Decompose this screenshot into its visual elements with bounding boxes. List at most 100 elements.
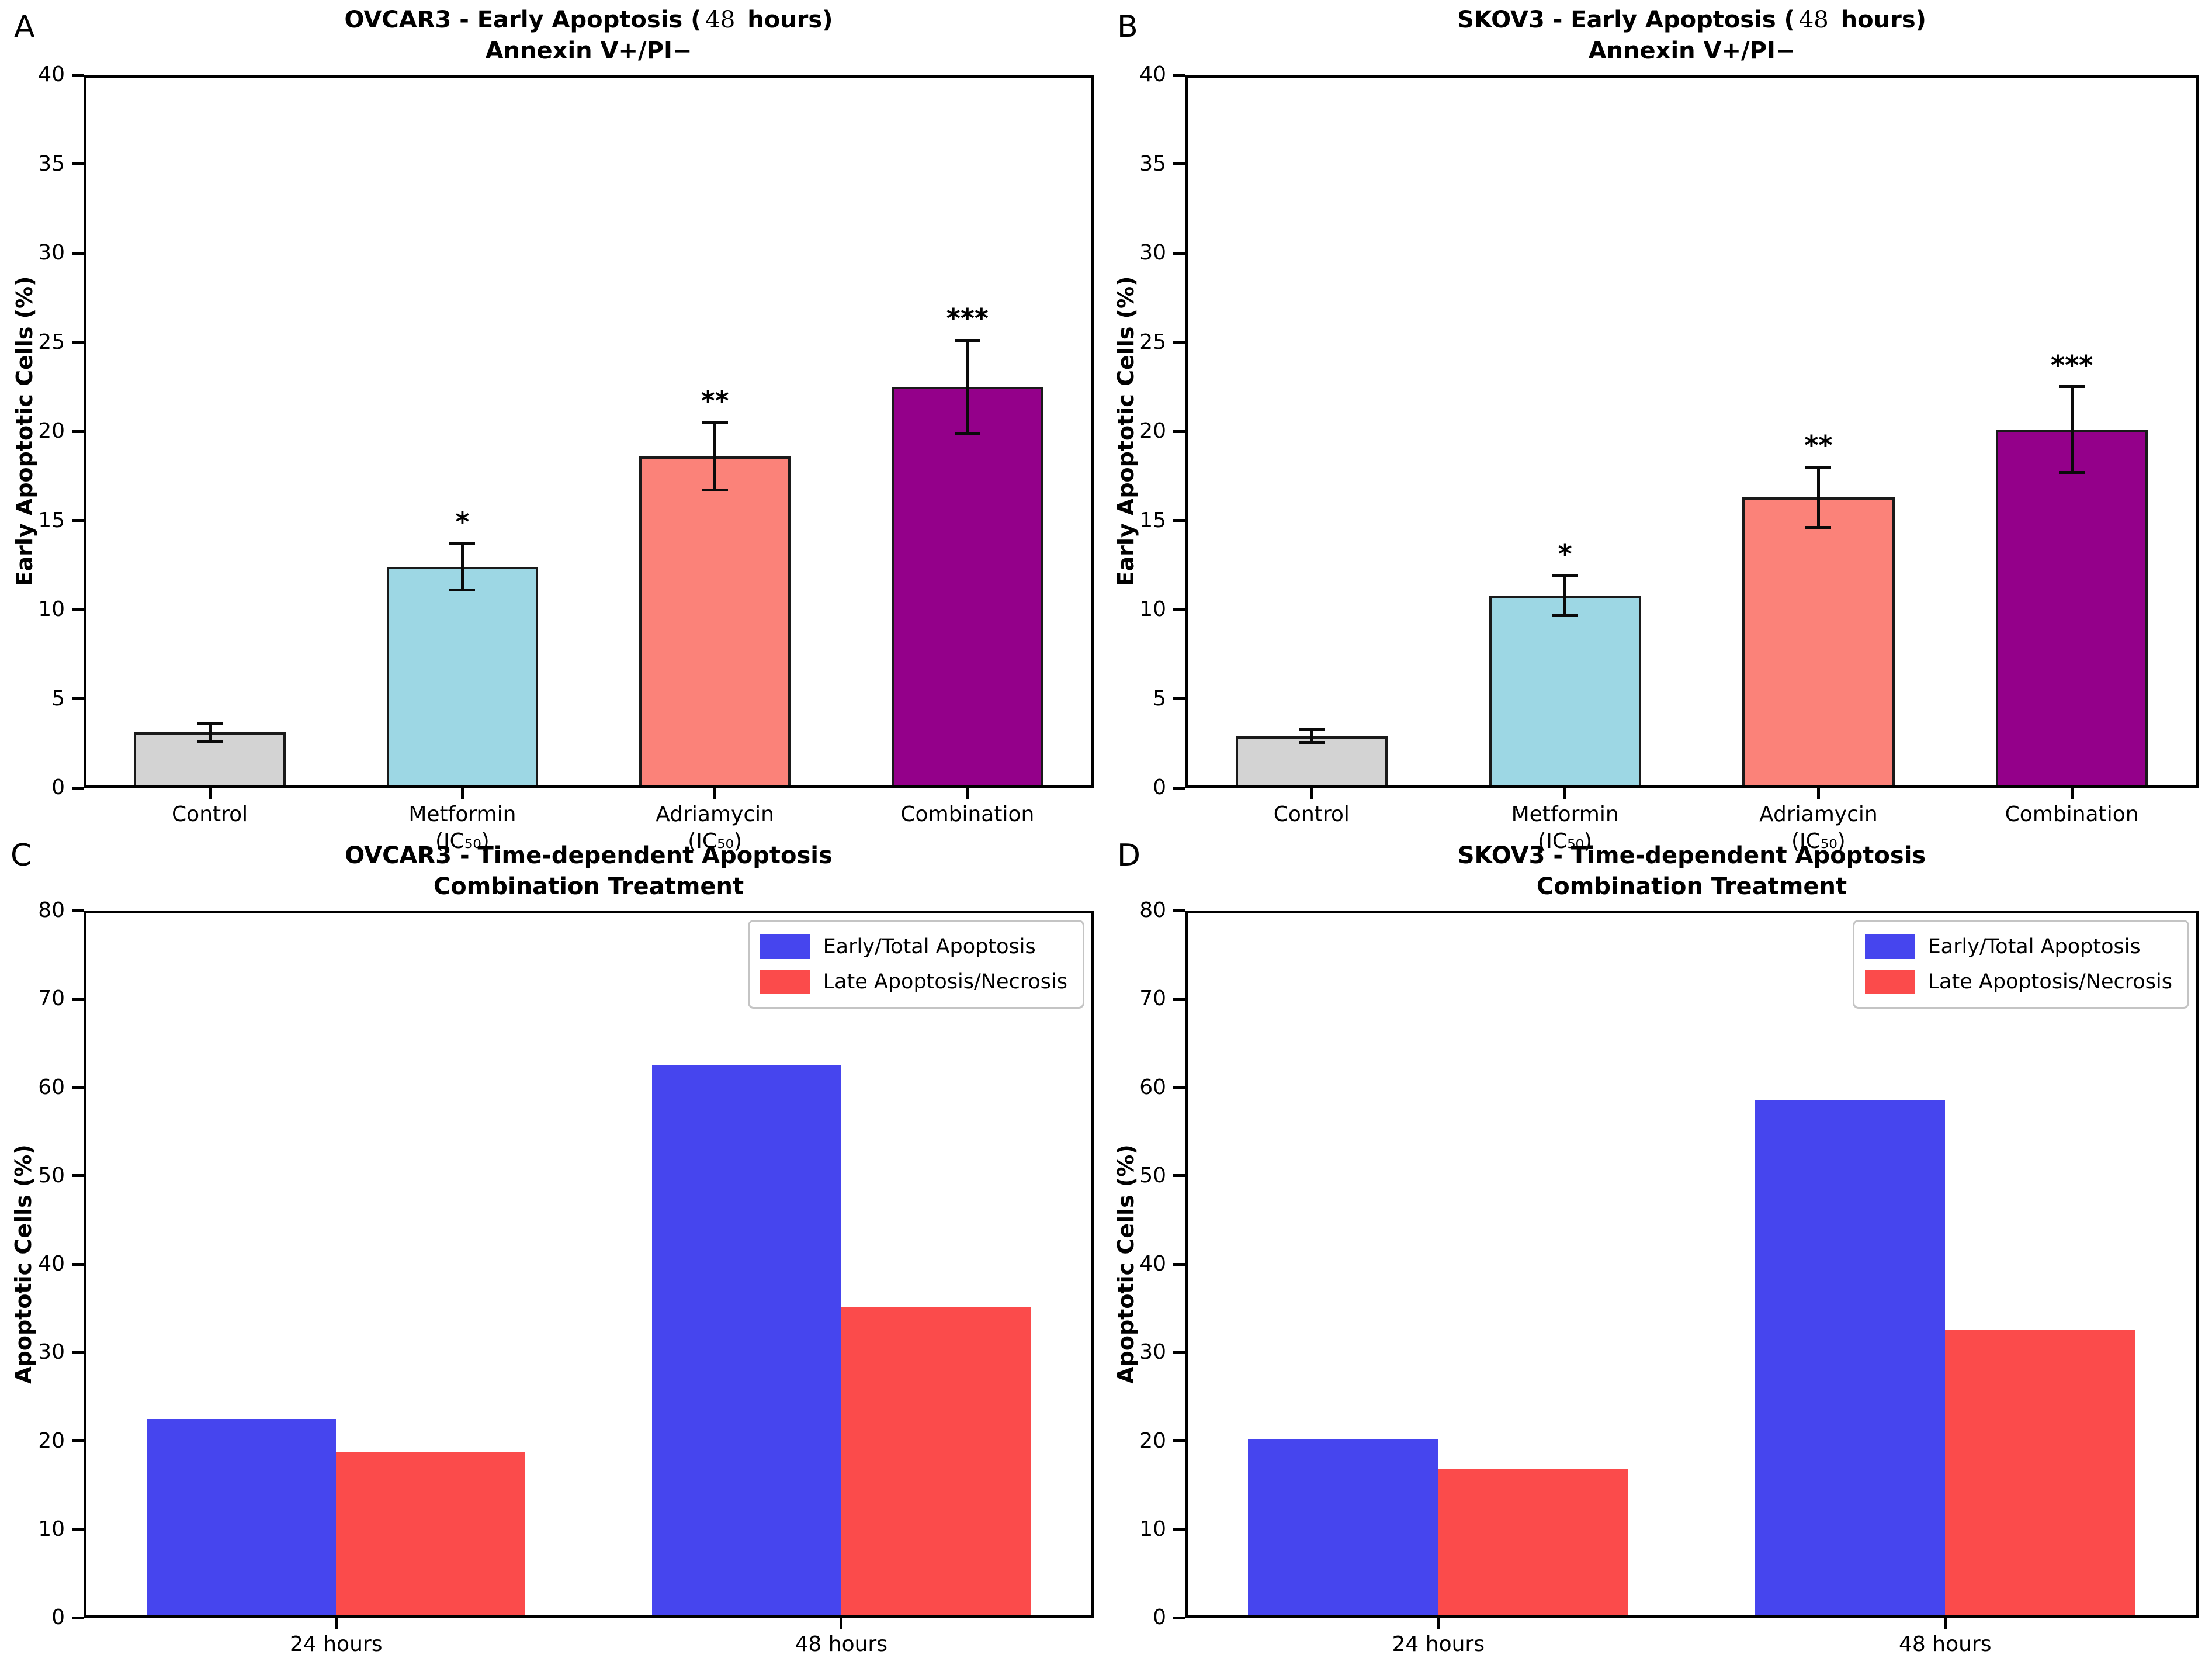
panel-b-error-bar-0	[1310, 729, 1313, 743]
panel-c-y-tickmark	[72, 1528, 84, 1531]
panel-c-legend: Early/Total Apoptosis Late Apoptosis/Necr…	[747, 920, 1084, 1009]
panel-c-title: OVCAR3 - Time-dependent Apoptosis Combina…	[84, 840, 1094, 902]
panel-d-y-tick-label: 40	[1139, 1252, 1166, 1276]
panel-a-x-tick-label: (IC₅₀)	[688, 829, 742, 853]
panel-b-y-tickmark	[1173, 519, 1185, 522]
panel-c-series-0-bar-1	[651, 1065, 841, 1618]
panel-b-error-cap-top-2	[1805, 465, 1832, 469]
panel-c-letter: C	[11, 838, 32, 873]
panel-d-series-0-bar-0	[1248, 1439, 1438, 1618]
panel-a-significance-3: ***	[946, 303, 989, 335]
panel-c-y-tick-label: 60	[38, 1075, 65, 1099]
panel-a-error-bar-2	[713, 422, 717, 490]
panel-b-x-tick-label: Adriamycin	[1759, 802, 1878, 826]
panel-c-subtitle: Combination Treatment	[433, 873, 744, 900]
panel-c-legend-swatch-icon	[760, 934, 810, 959]
panel-b-error-cap-bottom-1	[1552, 613, 1578, 617]
panel-a-x-tick-label: Control	[172, 802, 248, 826]
panel-c-y-tickmark	[72, 1262, 84, 1266]
panel-a-y-tickmark	[72, 73, 84, 77]
panel-a-bar-2	[639, 456, 791, 788]
panel-a-bar-1	[386, 566, 539, 788]
panel-d-y-tickmark	[1173, 1616, 1185, 1619]
panel-c-y-tick-label: 10	[38, 1517, 65, 1541]
panel-d-title-text: SKOV3 - Time-dependent Apoptosis	[1457, 842, 1926, 869]
panel-a-error-cap-top-2	[702, 421, 728, 424]
panel-b-y-tick-label: 10	[1139, 597, 1166, 621]
panel-a-error-bar-3	[966, 340, 969, 434]
panel-b-letter: B	[1117, 9, 1138, 44]
panel-b-x-tick-label: Combination	[2005, 802, 2139, 826]
panel-a-y-tick-label: 0	[51, 776, 65, 799]
panel-d-y-tickmark	[1173, 1351, 1185, 1354]
panel-c-y-tickmark	[72, 1616, 84, 1619]
panel-d-legend-swatch-icon	[1864, 970, 1915, 994]
panel-b-significance-2: **	[1804, 430, 1833, 461]
panel-d-y-tick-label: 0	[1153, 1605, 1166, 1629]
panel-b-title-line1: SKOV3 - Early Apoptosis (48 hours)	[1185, 5, 2199, 36]
panel-c-series-1-bar-0	[336, 1451, 526, 1618]
panel-b-y-tickmark	[1173, 341, 1185, 344]
panel-d-legend: Early/Total Apoptosis Late Apoptosis/Necr…	[1852, 920, 2189, 1009]
panel-a-y-tick-label: 20	[38, 419, 65, 443]
panel-b-error-bar-1	[1563, 576, 1567, 615]
panel-b-y-tickmark	[1173, 162, 1185, 165]
panel-a-error-cap-bottom-0	[197, 740, 223, 743]
panel-d-legend-item-1: Late Apoptosis/Necrosis	[1864, 970, 2172, 994]
panel-b-y-tick-label: 5	[1153, 686, 1166, 711]
panel-b-y-tick-label: 35	[1139, 151, 1166, 176]
panel-a-error-cap-bottom-3	[954, 431, 980, 435]
panel-d-series-0-bar-1	[1755, 1100, 1946, 1618]
panel-a-title-line1: OVCAR3 - Early Apoptosis (48 hours)	[84, 5, 1094, 36]
panel-d-y-tickmark	[1173, 1528, 1185, 1531]
panel-a-error-bar-1	[460, 544, 464, 590]
panel-b-subtitle: Annexin V+/PI−	[1588, 37, 1795, 64]
panel-b-error-cap-bottom-3	[2059, 470, 2085, 474]
panel-a-x-tickmark	[713, 788, 717, 799]
panel-b-bar-3	[1996, 429, 2148, 788]
panel-a-y-tickmark	[72, 341, 84, 344]
panel-a-y-tick-label: 15	[38, 508, 65, 532]
panel-a-x-tick-label: (IC₅₀)	[435, 829, 490, 853]
panel-b-title-math-segment: 48	[1798, 6, 1829, 33]
panel-a-y-tickmark	[72, 786, 84, 790]
panel-c-legend-swatch-icon	[760, 970, 810, 994]
panel-d-series-1-bar-1	[1945, 1329, 2135, 1618]
panel-a-x-tick-label: Metformin	[408, 802, 516, 826]
panel-a-x-tick-label: Adriamycin	[656, 802, 774, 826]
panel-a-y-tickmark	[72, 251, 84, 255]
panel-a-letter: A	[14, 9, 35, 44]
panel-b-error-cap-top-3	[2059, 385, 2085, 389]
panel-c-y-tickmark	[72, 1174, 84, 1178]
panel-b-x-tickmark	[2070, 788, 2074, 799]
panel-b-y-tick-label: 20	[1139, 419, 1166, 443]
panel-b-y-tick-label: 0	[1153, 776, 1166, 799]
panel-c-y-tickmark	[72, 997, 84, 1001]
panel-d-y-tick-label: 10	[1139, 1517, 1166, 1541]
panel-b-title: SKOV3 - Early Apoptosis (48 hours) Annexi…	[1185, 5, 2199, 67]
panel-d-y-tick-label: 60	[1139, 1075, 1166, 1099]
panel-b-y-tickmark	[1173, 251, 1185, 255]
panel-c-y-tick-label: 20	[38, 1428, 65, 1453]
panel-c-series-1-bar-1	[841, 1306, 1031, 1618]
panel-a-y-tickmark	[72, 519, 84, 522]
panel-d-x-tick-label: 24 hours	[1392, 1632, 1485, 1656]
panel-d-y-tick-label: 50	[1139, 1163, 1166, 1188]
panel-d-y-tickmark	[1173, 909, 1185, 912]
panel-b-y-tick-label: 25	[1139, 330, 1166, 354]
panel-b-y-tickmark	[1173, 786, 1185, 790]
panel-a-y-tickmark	[72, 697, 84, 700]
panel-a-error-cap-top-0	[197, 722, 223, 725]
panel-b-title-text: hours)	[1832, 6, 1926, 33]
panel-b-x-tick-label: Control	[1273, 802, 1350, 826]
panel-a-y-tick-label: 35	[38, 151, 65, 176]
panel-d-y-tick-label: 70	[1139, 987, 1166, 1011]
panel-a-error-cap-bottom-1	[449, 588, 476, 591]
panel-d-series-1-bar-0	[1438, 1469, 1629, 1618]
panel-a-y-tick-label: 10	[38, 597, 65, 621]
panel-a-x-tickmark	[966, 788, 969, 799]
panel-c-x-tick-label: 24 hours	[290, 1632, 383, 1656]
panel-c-x-tickmark	[840, 1618, 843, 1629]
panel-b-y-tickmark	[1173, 608, 1185, 611]
panel-d-y-tickmark	[1173, 997, 1185, 1001]
